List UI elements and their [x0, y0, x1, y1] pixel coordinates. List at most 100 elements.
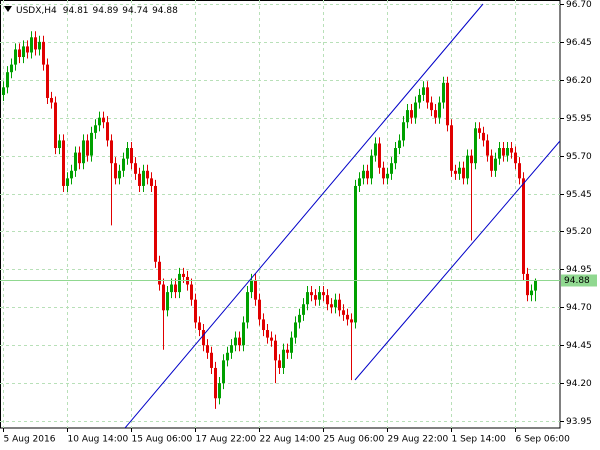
candle-body [414, 102, 417, 118]
candle-body [362, 170, 365, 179]
candle-body [250, 279, 253, 293]
y-tick-label: 95.95 [566, 114, 592, 124]
x-tick-label: 22 Aug 14:00 [260, 435, 321, 445]
candle-body [62, 140, 65, 186]
candle-body [482, 132, 485, 141]
price-label-box [561, 274, 597, 287]
candle-body [474, 128, 477, 164]
channel-lower-line [354, 140, 560, 381]
x-tick-label: 17 Aug 22:00 [196, 435, 257, 445]
y-tick-label: 94.20 [566, 379, 592, 389]
candles-layer [0, 31, 560, 409]
candle-body [318, 292, 321, 300]
candle-body [358, 178, 361, 186]
axis-layer: 96.70 96.45 96.20 95.95 95.70 95.45 95.20 94.95… [3, 0, 597, 445]
candle-body [290, 337, 293, 353]
candle-body [6, 72, 9, 88]
candle-body [386, 173, 389, 179]
candle-body [310, 292, 313, 296]
x-tick-label: 6 Sep 06:00 [516, 435, 571, 445]
candle-body [458, 167, 461, 174]
candle-body [346, 314, 349, 320]
candle-body [302, 304, 305, 315]
candle-body [90, 132, 93, 156]
candle-body [218, 383, 221, 399]
candle-body [522, 178, 525, 274]
candle-body [18, 49, 21, 58]
candle-body [194, 299, 197, 323]
candle-body [70, 170, 73, 179]
y-tick-label: 95.70 [566, 152, 592, 162]
candle-body [374, 143, 377, 156]
candle-body [34, 37, 37, 50]
candle-body [182, 273, 185, 277]
candle-body [402, 122, 405, 141]
candle-body [334, 299, 337, 308]
candle-body [42, 41, 45, 65]
candle-body [178, 273, 181, 293]
candle-body [438, 102, 441, 118]
candle-body [102, 117, 105, 123]
y-tick-label: 95.45 [566, 190, 592, 200]
candle-body [534, 279, 537, 291]
candle-body [118, 170, 121, 179]
candle-body [422, 87, 425, 95]
y-tick-label: 95.20 [566, 227, 592, 237]
grid-layer [0, 0, 560, 428]
candle-body [530, 290, 533, 296]
candle-body [262, 319, 265, 331]
x-tick-label: 15 Aug 06:00 [132, 435, 193, 445]
candle-body [198, 322, 201, 331]
candle-body [246, 292, 249, 323]
candle-body [282, 349, 285, 368]
y-tick-label: 94.70 [566, 303, 592, 313]
x-tick-label: 1 Sep 14:00 [452, 435, 507, 445]
candle-body [486, 140, 489, 156]
candle-body [418, 94, 421, 103]
candle-body [242, 322, 245, 346]
candle-body [66, 178, 69, 186]
candle-body [330, 304, 333, 308]
candle-body [202, 330, 205, 346]
candle-body [30, 37, 33, 53]
candle-body [126, 148, 129, 159]
candle-body [138, 173, 141, 186]
candle-body [494, 158, 497, 171]
candle-body [270, 337, 273, 341]
candle-body [274, 340, 277, 361]
candle-body [446, 82, 449, 126]
x-tick-label: 10 Aug 14:00 [68, 435, 129, 445]
candle-body [82, 140, 85, 164]
candle-body [398, 140, 401, 149]
candle-body [454, 170, 457, 174]
candle-body [258, 299, 261, 320]
candle-body [226, 352, 229, 361]
candle-body [506, 148, 509, 156]
candle-body [442, 82, 445, 103]
candle-body [130, 148, 133, 164]
candle-body [434, 110, 437, 118]
candle-body [230, 345, 233, 353]
menu-arrow-icon [4, 6, 12, 12]
candle-body [326, 295, 329, 305]
last-low: 94.74 [122, 6, 148, 16]
candle-body [162, 284, 165, 311]
chart-header: USDX,H4 94.81 94.89 94.74 94.88 [16, 6, 178, 16]
candle-body [214, 367, 217, 399]
candle-body [266, 330, 269, 338]
candle-body [470, 155, 473, 164]
candle-body [158, 261, 161, 285]
candle-body [22, 46, 25, 58]
candle-body [58, 140, 61, 149]
candle-body [166, 292, 169, 311]
candle-body [174, 284, 177, 293]
candle-body [518, 163, 521, 179]
candle-body [490, 155, 493, 171]
x-tick-label: 5 Aug 2016 [4, 435, 56, 445]
candle-body [74, 152, 77, 171]
candle-body [146, 170, 149, 179]
candle-body [46, 64, 49, 98]
y-tick-label: 96.20 [566, 76, 592, 86]
candle-body [110, 140, 113, 164]
plot-frame [0, 0, 561, 429]
